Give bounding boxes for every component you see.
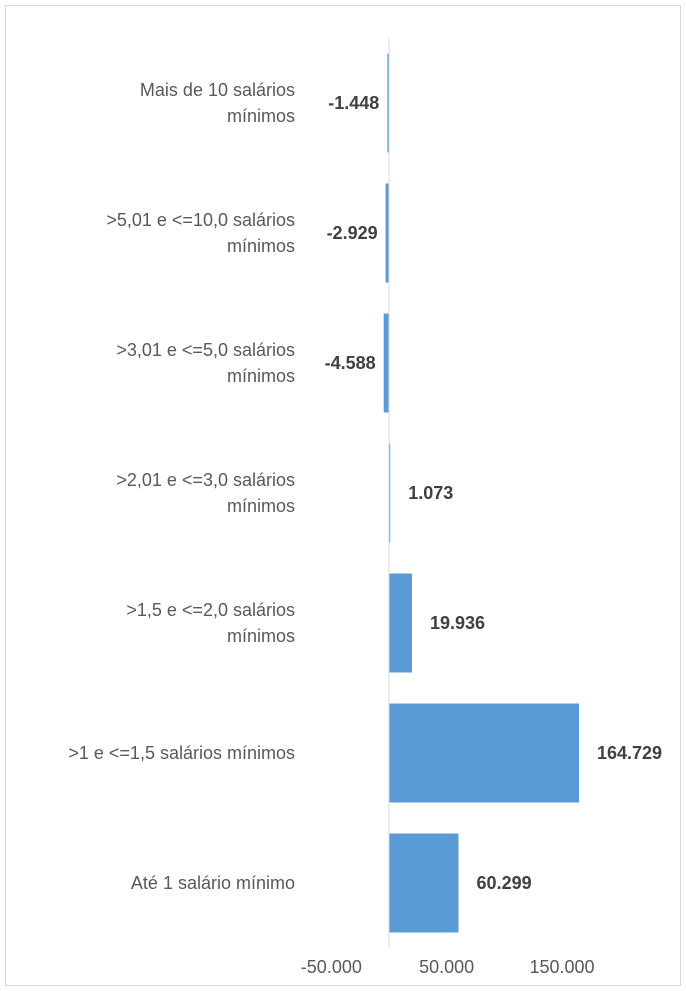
category-label-5: >1,5 e <=2,0 salários mínimos: [126, 600, 295, 646]
bar-7: [389, 834, 459, 933]
bar-5: [389, 574, 412, 673]
data-label-7: 60.299: [477, 873, 532, 893]
bar-3: [384, 314, 389, 413]
category-label-3: >3,01 e <=5,0 salários mínimos: [116, 340, 295, 386]
x-tick-label-3: 150.000: [529, 957, 594, 977]
data-label-4: 1.073: [408, 483, 453, 503]
data-label-6: 164.729: [597, 743, 662, 763]
data-label-1: -1.448: [328, 93, 379, 113]
category-label-6: >1 e <=1,5 salários mínimos: [68, 743, 295, 763]
bar-6: [389, 704, 579, 803]
x-tick-label-2: 50.000: [419, 957, 474, 977]
data-label-3: -4.588: [325, 353, 376, 373]
x-tick-label-1: -50.000: [301, 957, 362, 977]
category-label-7: Até 1 salário mínimo: [131, 873, 295, 893]
category-label-2: >5,01 e <=10,0 salários mínimos: [106, 210, 295, 256]
category-label-1: Mais de 10 salários mínimos: [140, 80, 295, 126]
data-label-5: 19.936: [430, 613, 485, 633]
category-label-4: >2,01 e <=3,0 salários mínimos: [116, 470, 295, 516]
data-label-2: -2.929: [327, 223, 378, 243]
bar-2: [386, 184, 389, 283]
